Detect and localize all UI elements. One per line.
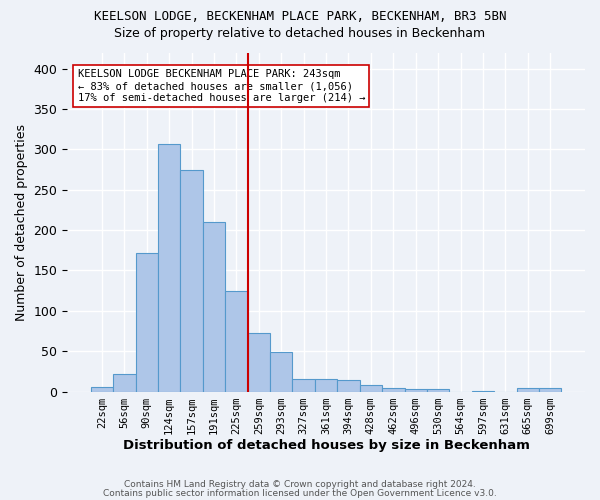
Bar	[158, 144, 181, 392]
X-axis label: Distribution of detached houses by size in Beckenham: Distribution of detached houses by size …	[122, 440, 530, 452]
Bar	[315, 380, 337, 392]
Bar	[404, 389, 427, 392]
Bar	[203, 222, 225, 392]
Bar	[248, 334, 270, 392]
Bar	[382, 388, 404, 392]
Bar	[181, 170, 203, 392]
Bar	[136, 252, 158, 392]
Text: Size of property relative to detached houses in Beckenham: Size of property relative to detached ho…	[115, 28, 485, 40]
Bar	[427, 389, 449, 392]
Y-axis label: Number of detached properties: Number of detached properties	[15, 124, 28, 320]
Text: KEELSON LODGE, BECKENHAM PLACE PARK, BECKENHAM, BR3 5BN: KEELSON LODGE, BECKENHAM PLACE PARK, BEC…	[94, 10, 506, 23]
Bar	[292, 380, 315, 392]
Text: Contains public sector information licensed under the Open Government Licence v3: Contains public sector information licen…	[103, 488, 497, 498]
Bar	[225, 290, 248, 392]
Bar	[337, 380, 360, 392]
Text: KEELSON LODGE BECKENHAM PLACE PARK: 243sqm
← 83% of detached houses are smaller : KEELSON LODGE BECKENHAM PLACE PARK: 243s…	[77, 70, 365, 102]
Bar	[270, 352, 292, 392]
Text: Contains HM Land Registry data © Crown copyright and database right 2024.: Contains HM Land Registry data © Crown c…	[124, 480, 476, 489]
Bar	[539, 388, 562, 392]
Bar	[472, 391, 494, 392]
Bar	[517, 388, 539, 392]
Bar	[91, 386, 113, 392]
Bar	[360, 385, 382, 392]
Bar	[113, 374, 136, 392]
